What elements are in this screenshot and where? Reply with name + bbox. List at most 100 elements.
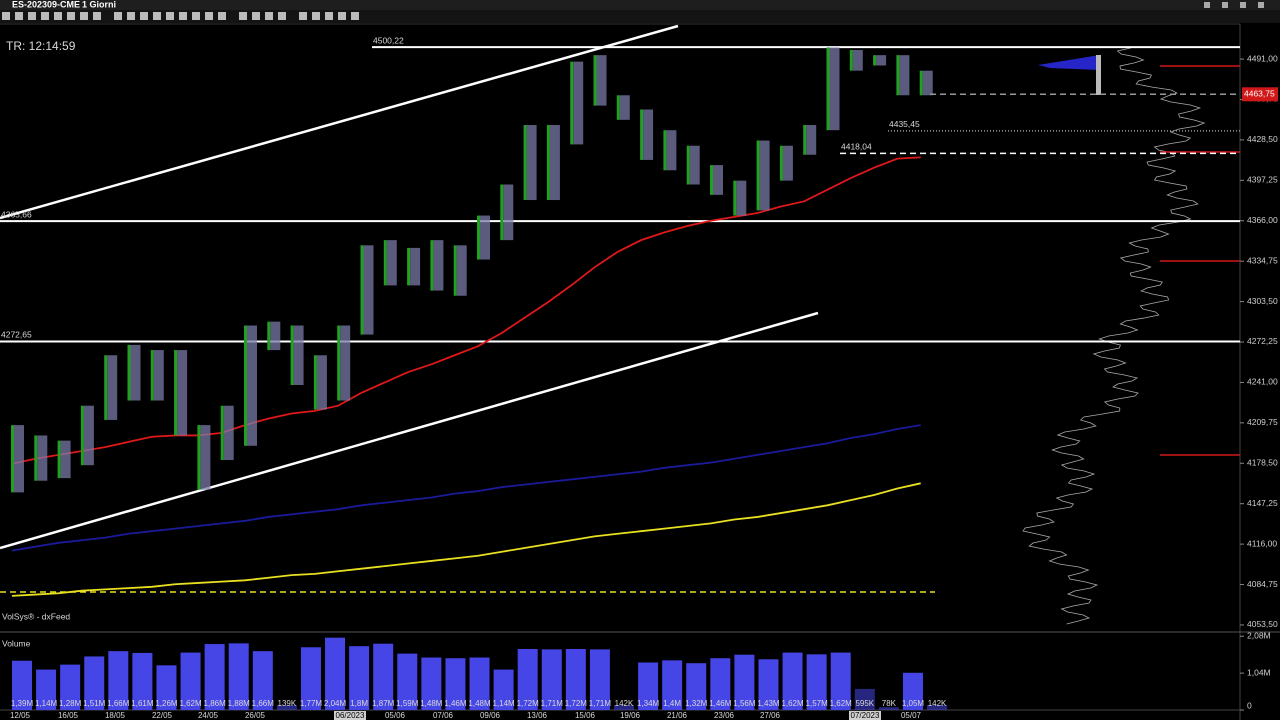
profile	[736, 180, 747, 216]
volume-label: 1,62M	[781, 699, 804, 708]
date-label: 07/06	[433, 711, 454, 720]
tool-icon[interactable]	[93, 12, 101, 20]
volume-bar	[541, 649, 562, 710]
profile	[619, 95, 630, 120]
tool-icon[interactable]	[140, 12, 148, 20]
tool-icon[interactable]	[80, 12, 88, 20]
tool-icon[interactable]	[179, 12, 187, 20]
tool-icon[interactable]	[153, 12, 161, 20]
range-bar	[290, 325, 294, 386]
tool-icon[interactable]	[218, 12, 226, 20]
profile	[107, 355, 118, 420]
volume-bar	[493, 669, 514, 710]
profile	[782, 145, 793, 181]
tool-icon[interactable]	[299, 12, 307, 20]
volume-label: 1,4M	[663, 699, 681, 708]
range-bar	[244, 325, 247, 446]
level-label: 4272,65	[1, 330, 32, 340]
tool-icon[interactable]	[114, 12, 122, 20]
volume-label: 1,28M	[59, 699, 82, 708]
range-bar	[34, 435, 38, 481]
tool-icon[interactable]	[205, 12, 213, 20]
range-bar	[430, 240, 434, 291]
profile	[922, 70, 933, 96]
volume-bar	[734, 654, 755, 710]
range-bar	[523, 125, 527, 201]
volume-bar	[325, 637, 346, 710]
volume-bar	[180, 652, 201, 710]
tool-icon[interactable]	[192, 12, 200, 20]
range-bar	[546, 125, 550, 201]
profile	[83, 405, 94, 466]
y-tick-label: 4209,75	[1247, 417, 1278, 427]
volume-bar	[36, 669, 57, 710]
volume-label: 1,71M	[541, 699, 564, 708]
volume-label: 1,66M	[107, 699, 130, 708]
volume-bar	[397, 653, 418, 710]
date-label: 05/06	[385, 711, 406, 720]
y-tick-label: 4147,25	[1247, 498, 1278, 508]
volume-label: 1,51M	[83, 699, 106, 708]
level-label: 4365,66	[1, 209, 32, 219]
profile	[130, 344, 141, 401]
moving-average	[11, 156, 921, 465]
range-bar	[593, 55, 597, 106]
tool-icon[interactable]	[312, 12, 320, 20]
tool-icon[interactable]	[15, 12, 23, 20]
period: 1 Giorni	[82, 0, 116, 9]
range-bar	[640, 109, 644, 160]
profile	[689, 145, 700, 185]
last-price-label: 4463,75	[1244, 89, 1275, 99]
volume-label: 1,05M	[902, 699, 925, 708]
tool-icon[interactable]	[2, 12, 10, 20]
volume-label: 1,14M	[492, 699, 515, 708]
profile	[573, 61, 584, 145]
range-bar	[663, 130, 667, 171]
range-bar	[383, 240, 387, 286]
range-bar	[779, 145, 783, 181]
tool-icon[interactable]	[252, 12, 260, 20]
tool-icon[interactable]	[54, 12, 62, 20]
tool-icon[interactable]	[351, 12, 359, 20]
range-bar	[686, 145, 690, 185]
tool-icon[interactable]	[239, 12, 247, 20]
y-tick-label: 4491,00	[1247, 53, 1278, 63]
toolbar-icons[interactable]	[2, 12, 359, 20]
window-controls[interactable]	[1204, 2, 1264, 8]
y-tick-label: 4366,00	[1247, 215, 1278, 225]
volume-label: 1,46M	[444, 699, 467, 708]
volume-label: 1,34M	[637, 699, 660, 708]
tool-icon[interactable]	[127, 12, 135, 20]
range-bar	[710, 165, 713, 195]
range-bar	[849, 49, 853, 71]
profile	[316, 355, 327, 410]
profile	[223, 405, 234, 461]
tool-icon[interactable]	[265, 12, 273, 20]
tool-icon[interactable]	[325, 12, 333, 20]
range-bar	[174, 350, 178, 436]
title-bar	[0, 0, 1280, 10]
profile	[200, 425, 211, 490]
volume-bar	[830, 652, 851, 710]
volume-bar	[84, 656, 105, 710]
volume-label: 1,72M	[565, 699, 588, 708]
volume-profile	[1022, 47, 1206, 625]
tool-icon[interactable]	[67, 12, 75, 20]
profile	[759, 140, 770, 211]
volume-label: 1,48M	[468, 699, 491, 708]
date-label: 05/07	[901, 711, 922, 720]
profile	[899, 55, 910, 96]
volume-bar	[686, 663, 707, 710]
volume-label: 1,61M	[131, 699, 154, 708]
tool-icon[interactable]	[41, 12, 49, 20]
volume-bar	[878, 707, 899, 710]
volume-label: 1,88M	[228, 699, 251, 708]
tool-icon[interactable]	[278, 12, 286, 20]
volume-label: 139K	[278, 699, 297, 708]
range-bar	[873, 55, 877, 66]
tool-icon[interactable]	[28, 12, 36, 20]
tool-icon[interactable]	[166, 12, 174, 20]
range-bar	[896, 55, 900, 96]
tool-icon[interactable]	[338, 12, 346, 20]
